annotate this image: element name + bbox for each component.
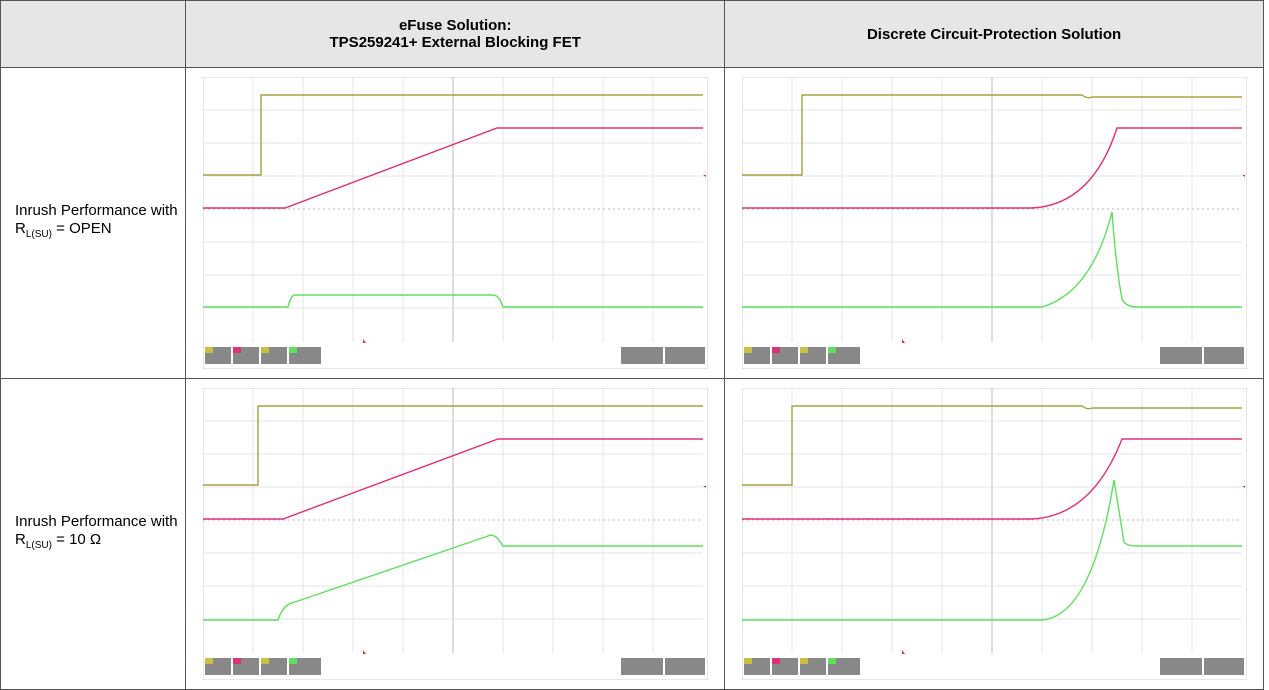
- status-tag: [205, 658, 213, 664]
- status-tag: [205, 347, 213, 353]
- header-row: eFuse Solution: TPS259241+ External Bloc…: [1, 1, 1264, 68]
- status-tag: [233, 658, 241, 664]
- scope-screen: [742, 388, 1247, 680]
- status-tag: [233, 347, 241, 353]
- row-label: Inrush Performance with RL(SU) = 10 Ω: [1, 379, 186, 690]
- scope-screen: [203, 77, 708, 369]
- status-tag: [744, 658, 752, 664]
- label-sub: L(SU): [26, 229, 52, 240]
- status-box: [621, 658, 663, 675]
- header-cell: [1, 1, 186, 68]
- status-box: [1160, 347, 1202, 364]
- row-label: Inrush Performance with RL(SU) = OPEN: [1, 68, 186, 379]
- page: eFuse Solution: TPS259241+ External Bloc…: [0, 0, 1269, 690]
- status-tag: [800, 347, 808, 353]
- header-cell: Discrete Circuit-Protection Solution: [725, 1, 1264, 68]
- status-box: [1204, 347, 1244, 364]
- status-tag: [289, 347, 297, 353]
- scope-cell: [725, 68, 1264, 379]
- scope-cell: [725, 379, 1264, 690]
- status-box: [665, 347, 705, 364]
- scope-cell: [186, 379, 725, 690]
- scope-capture: [742, 388, 1247, 680]
- scope-capture: [203, 388, 708, 680]
- comparison-table: eFuse Solution: TPS259241+ External Bloc…: [0, 0, 1264, 690]
- scope-cell: [186, 68, 725, 379]
- status-box: [1204, 658, 1244, 675]
- status-box: [621, 347, 663, 364]
- scope-capture: [742, 77, 1247, 369]
- scope-screen: [742, 77, 1247, 369]
- status-tag: [772, 658, 780, 664]
- status-box: [665, 658, 705, 675]
- status-tag: [772, 347, 780, 353]
- scope-screen: [203, 388, 708, 680]
- status-tag: [261, 347, 269, 353]
- scope-capture: [203, 77, 708, 369]
- header-cell: eFuse Solution: TPS259241+ External Bloc…: [186, 1, 725, 68]
- status-tag: [828, 347, 836, 353]
- label-text: = OPEN: [52, 220, 112, 237]
- status-tag: [828, 658, 836, 664]
- label-sub: L(SU): [26, 540, 52, 551]
- status-tag: [289, 658, 297, 664]
- status-box: [1160, 658, 1202, 675]
- label-text: = 10 Ω: [52, 531, 101, 548]
- table-row: Inrush Performance with RL(SU) = OPEN: [1, 68, 1264, 379]
- status-tag: [800, 658, 808, 664]
- status-tag: [261, 658, 269, 664]
- table-row: Inrush Performance with RL(SU) = 10 Ω: [1, 379, 1264, 690]
- status-tag: [744, 347, 752, 353]
